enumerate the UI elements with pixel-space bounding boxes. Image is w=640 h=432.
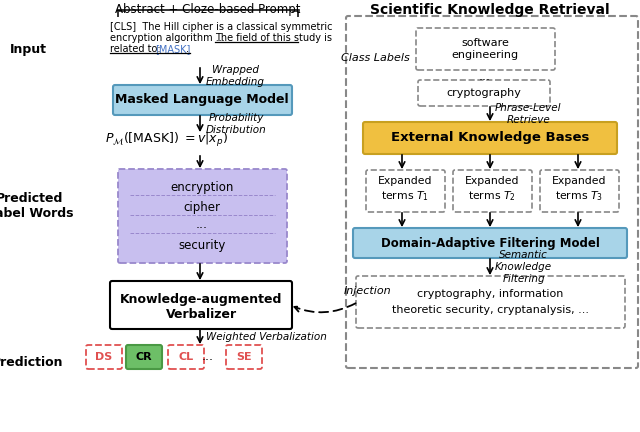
FancyBboxPatch shape: [353, 228, 627, 258]
FancyBboxPatch shape: [416, 28, 555, 70]
Text: [CLS]  The Hill cipher is a classical symmetric: [CLS] The Hill cipher is a classical sym…: [110, 22, 333, 32]
FancyBboxPatch shape: [118, 169, 287, 263]
Text: Wrapped
Embedding: Wrapped Embedding: [206, 65, 265, 87]
Text: Masked Language Model: Masked Language Model: [115, 93, 289, 107]
Text: security: security: [179, 238, 226, 251]
Text: cryptography: cryptography: [447, 88, 522, 98]
Text: .: .: [186, 44, 189, 54]
Text: encryption: encryption: [170, 181, 234, 194]
Text: Expanded: Expanded: [552, 176, 606, 186]
FancyBboxPatch shape: [86, 345, 122, 369]
FancyBboxPatch shape: [363, 122, 617, 154]
FancyBboxPatch shape: [418, 80, 550, 106]
Text: The field of this study is: The field of this study is: [215, 33, 332, 43]
Text: Weighted Verbalization: Weighted Verbalization: [206, 332, 327, 342]
FancyBboxPatch shape: [113, 85, 292, 115]
Text: Verbalizer: Verbalizer: [165, 308, 237, 321]
FancyBboxPatch shape: [226, 345, 262, 369]
Text: Domain-Adaptive Filtering Model: Domain-Adaptive Filtering Model: [381, 236, 600, 250]
Text: terms $T_3$: terms $T_3$: [555, 189, 603, 203]
Text: External Knowledge Bases: External Knowledge Bases: [391, 131, 589, 144]
Text: Expanded: Expanded: [378, 176, 432, 186]
Text: [MASK]: [MASK]: [155, 44, 190, 54]
Text: Class Labels: Class Labels: [340, 53, 410, 63]
Text: Input: Input: [10, 44, 47, 57]
Text: CL: CL: [179, 352, 193, 362]
Text: Prediction: Prediction: [0, 356, 64, 369]
Text: CR: CR: [136, 352, 152, 362]
Text: Injection: Injection: [344, 286, 392, 296]
Text: SE: SE: [236, 352, 252, 362]
Text: terms $T_1$: terms $T_1$: [381, 189, 429, 203]
Text: Abstract + Cloze-based Prompt: Abstract + Cloze-based Prompt: [115, 3, 301, 16]
Text: cipher: cipher: [184, 200, 221, 213]
Text: related to:: related to:: [110, 44, 161, 54]
FancyBboxPatch shape: [168, 345, 204, 369]
FancyBboxPatch shape: [356, 276, 625, 328]
Text: Semantic
Knowledge
Filtering: Semantic Knowledge Filtering: [495, 251, 552, 283]
Text: Probability
Distribution: Probability Distribution: [206, 113, 267, 135]
Text: software
engineering: software engineering: [451, 38, 518, 60]
FancyBboxPatch shape: [366, 170, 445, 212]
FancyBboxPatch shape: [540, 170, 619, 212]
Text: ...: ...: [202, 350, 214, 363]
Text: theoretic security, cryptanalysis, ...: theoretic security, cryptanalysis, ...: [392, 305, 589, 315]
Text: DS: DS: [95, 352, 113, 362]
Text: Phrase-Level
Retrieve: Phrase-Level Retrieve: [495, 103, 561, 125]
Text: terms $T_2$: terms $T_2$: [468, 189, 516, 203]
Text: $P_\mathcal{M}$([MASK]) $= v|x_p$): $P_\mathcal{M}$([MASK]) $= v|x_p$): [105, 131, 228, 149]
Text: ...: ...: [196, 219, 208, 232]
Text: cryptography, information: cryptography, information: [417, 289, 563, 299]
FancyBboxPatch shape: [126, 345, 162, 369]
Text: Predicted
Label Words: Predicted Label Words: [0, 192, 73, 220]
Text: ...: ...: [479, 70, 491, 83]
Text: encryption algorithm ...: encryption algorithm ...: [110, 33, 225, 43]
FancyBboxPatch shape: [453, 170, 532, 212]
FancyBboxPatch shape: [110, 281, 292, 329]
Text: Scientific Knowledge Retrieval: Scientific Knowledge Retrieval: [370, 3, 610, 17]
Text: Expanded: Expanded: [465, 176, 519, 186]
Text: Knowledge-augmented: Knowledge-augmented: [120, 292, 282, 305]
